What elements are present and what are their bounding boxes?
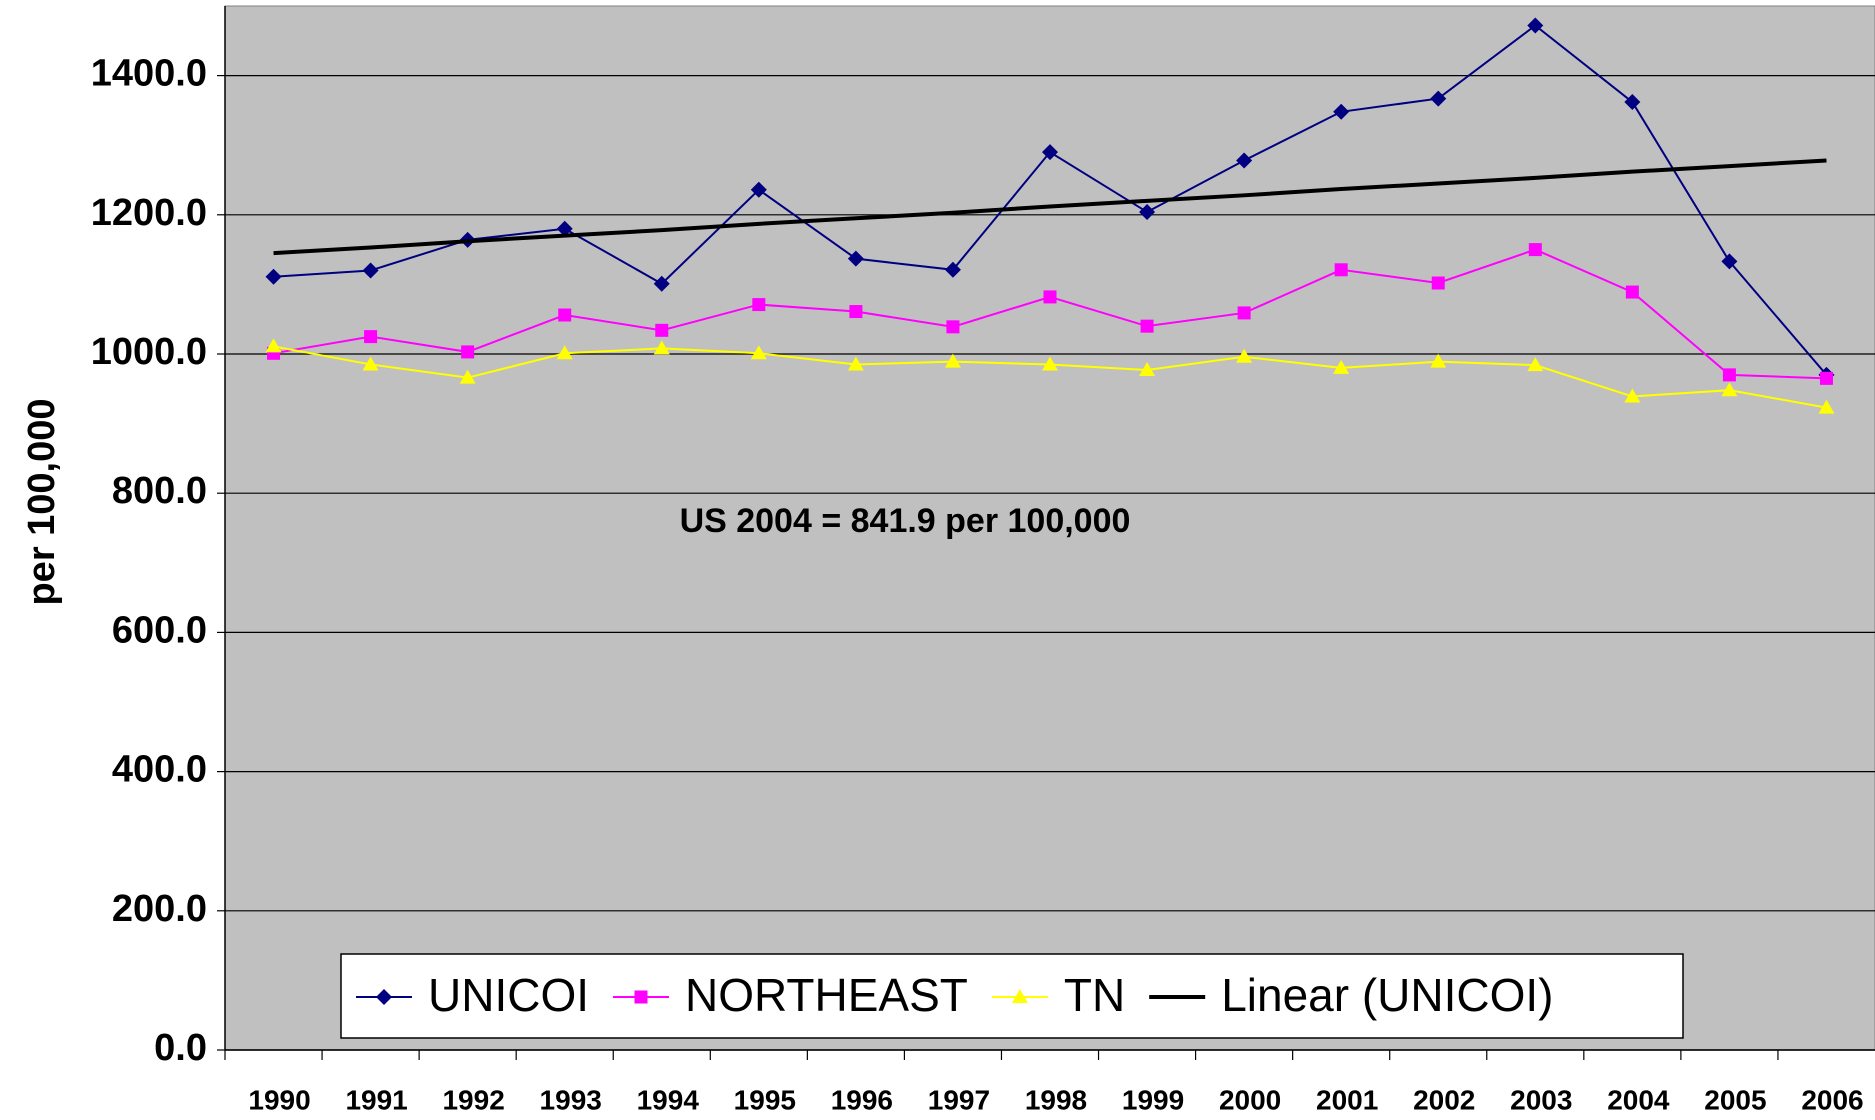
point bbox=[847, 356, 864, 371]
point bbox=[1237, 306, 1251, 320]
legend-marker bbox=[634, 990, 648, 1004]
y-tick-label: 1200.0 bbox=[91, 192, 207, 234]
point bbox=[556, 345, 573, 360]
legend-label: UNICOI bbox=[428, 969, 589, 1021]
legend-marker bbox=[1011, 989, 1028, 1003]
y-tick-label: 1000.0 bbox=[91, 331, 207, 373]
point bbox=[1625, 285, 1639, 299]
legend-label: TN bbox=[1064, 969, 1125, 1021]
point bbox=[1819, 371, 1833, 385]
point bbox=[1139, 204, 1156, 221]
point bbox=[752, 298, 766, 312]
point bbox=[459, 369, 476, 384]
point bbox=[1236, 152, 1253, 169]
x-tick-label: 2003 bbox=[1510, 1084, 1572, 1115]
point bbox=[750, 345, 767, 360]
legend-label: Linear (UNICOI) bbox=[1221, 969, 1553, 1021]
series-line bbox=[273, 158, 1827, 256]
point bbox=[1818, 399, 1835, 414]
point bbox=[362, 262, 379, 279]
point bbox=[1527, 357, 1544, 372]
y-tick-label: 200.0 bbox=[112, 888, 207, 930]
y-tick-label: 0.0 bbox=[154, 1027, 207, 1069]
point bbox=[1042, 356, 1058, 371]
legend-marker bbox=[376, 989, 392, 1005]
point bbox=[1334, 263, 1348, 277]
y-tick-label: 800.0 bbox=[112, 470, 207, 512]
legend: UNICOI NORTHEAST TN Linear (UNICOI) bbox=[340, 953, 1684, 1039]
x-tick-label: 2004 bbox=[1607, 1084, 1670, 1115]
point bbox=[655, 323, 669, 337]
point bbox=[1043, 290, 1057, 304]
legend-label: NORTHEAST bbox=[685, 969, 968, 1021]
point bbox=[849, 305, 863, 319]
point bbox=[1140, 319, 1154, 333]
y-axis-label: per 100,000 bbox=[21, 398, 63, 605]
point bbox=[556, 220, 573, 237]
point bbox=[944, 261, 961, 278]
y-tick-label: 600.0 bbox=[112, 609, 207, 651]
point bbox=[1624, 388, 1641, 403]
point bbox=[558, 308, 572, 322]
x-tick-label: 1991 bbox=[345, 1084, 407, 1115]
point bbox=[1333, 359, 1350, 374]
point bbox=[265, 268, 282, 285]
x-tick-label: 1995 bbox=[734, 1084, 796, 1115]
point bbox=[946, 320, 960, 334]
point bbox=[461, 345, 475, 359]
point bbox=[1527, 17, 1544, 34]
point bbox=[1042, 144, 1058, 161]
point bbox=[1721, 253, 1738, 270]
point bbox=[653, 340, 670, 355]
point bbox=[1528, 243, 1542, 257]
point bbox=[1333, 103, 1350, 120]
x-tick-label: 1990 bbox=[248, 1084, 310, 1115]
point bbox=[1721, 382, 1738, 397]
point bbox=[362, 356, 379, 371]
point bbox=[944, 353, 961, 368]
x-tick-label: 1992 bbox=[442, 1084, 504, 1115]
x-tick-label: 1996 bbox=[831, 1084, 893, 1115]
annotation: US 2004 = 841.9 per 100,000 bbox=[680, 502, 1131, 540]
plot-area bbox=[224, 5, 1875, 1051]
point bbox=[1430, 353, 1447, 368]
point bbox=[653, 275, 670, 292]
point bbox=[1430, 90, 1447, 107]
x-tick-label: 1994 bbox=[637, 1084, 700, 1115]
x-tick-label: 1998 bbox=[1025, 1084, 1087, 1115]
point bbox=[1431, 276, 1445, 290]
x-tick-label: 2005 bbox=[1704, 1084, 1766, 1115]
x-tick-label: 2000 bbox=[1219, 1084, 1281, 1115]
point bbox=[1139, 362, 1156, 377]
point bbox=[847, 250, 864, 267]
point bbox=[364, 330, 378, 344]
x-tick-label: 2006 bbox=[1801, 1084, 1863, 1115]
x-tick-label: 1993 bbox=[540, 1084, 602, 1115]
y-tick-label: 1400.0 bbox=[91, 53, 207, 95]
point bbox=[750, 181, 767, 198]
y-tick-label: 400.0 bbox=[112, 749, 207, 791]
point bbox=[265, 338, 282, 353]
x-tick-label: 1999 bbox=[1122, 1084, 1184, 1115]
x-tick-label: 1997 bbox=[928, 1084, 990, 1115]
point bbox=[1236, 348, 1253, 363]
x-tick-label: 2002 bbox=[1413, 1084, 1475, 1115]
point bbox=[1722, 368, 1736, 382]
x-tick-label: 2001 bbox=[1316, 1084, 1378, 1115]
point bbox=[1624, 94, 1641, 111]
